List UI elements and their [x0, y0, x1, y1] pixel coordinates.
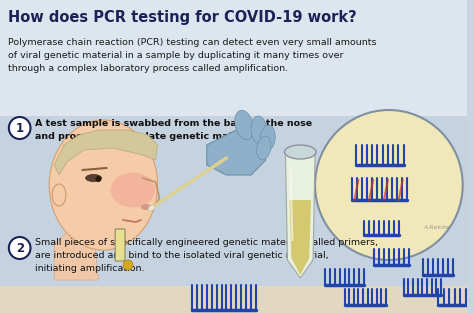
- Ellipse shape: [251, 116, 267, 144]
- Ellipse shape: [52, 184, 66, 206]
- Text: and processed to isolate genetic material.: and processed to isolate genetic materia…: [36, 132, 261, 141]
- Ellipse shape: [141, 204, 151, 210]
- FancyBboxPatch shape: [0, 116, 466, 286]
- Text: How does PCR testing for COVID-19 work?: How does PCR testing for COVID-19 work?: [8, 10, 356, 25]
- Circle shape: [95, 176, 101, 182]
- Text: 2: 2: [16, 242, 24, 255]
- Circle shape: [9, 237, 30, 259]
- Text: 1: 1: [16, 122, 24, 135]
- FancyBboxPatch shape: [0, 286, 466, 313]
- Text: of viral genetic material in a sample by duplicating it many times over: of viral genetic material in a sample by…: [8, 51, 343, 60]
- Ellipse shape: [86, 175, 101, 182]
- Text: Small pieces of specifically engineered genetic material, called primers,: Small pieces of specifically engineered …: [36, 238, 378, 247]
- Text: A.Rekite: A.Rekite: [423, 225, 450, 230]
- Polygon shape: [54, 220, 99, 280]
- FancyBboxPatch shape: [115, 229, 125, 261]
- Circle shape: [9, 117, 30, 139]
- Text: are introduced and bind to the isolated viral genetic material,: are introduced and bind to the isolated …: [36, 251, 329, 260]
- Polygon shape: [290, 200, 311, 275]
- Circle shape: [315, 110, 463, 260]
- Polygon shape: [54, 130, 157, 175]
- Text: through a complex laboratory process called amplification.: through a complex laboratory process cal…: [8, 64, 288, 73]
- Text: A test sample is swabbed from the back of the nose: A test sample is swabbed from the back o…: [36, 119, 312, 128]
- Text: initiating amplification.: initiating amplification.: [36, 264, 145, 273]
- FancyBboxPatch shape: [0, 0, 466, 116]
- Ellipse shape: [235, 110, 254, 140]
- Ellipse shape: [260, 125, 275, 151]
- Circle shape: [123, 260, 133, 270]
- Ellipse shape: [284, 145, 316, 159]
- Ellipse shape: [256, 136, 271, 160]
- Ellipse shape: [49, 120, 157, 250]
- Text: Polymerase chain reaction (PCR) testing can detect even very small amounts: Polymerase chain reaction (PCR) testing …: [8, 38, 376, 47]
- Polygon shape: [207, 130, 266, 175]
- Ellipse shape: [86, 175, 101, 182]
- Polygon shape: [285, 155, 315, 278]
- Ellipse shape: [148, 205, 155, 211]
- Ellipse shape: [111, 172, 155, 208]
